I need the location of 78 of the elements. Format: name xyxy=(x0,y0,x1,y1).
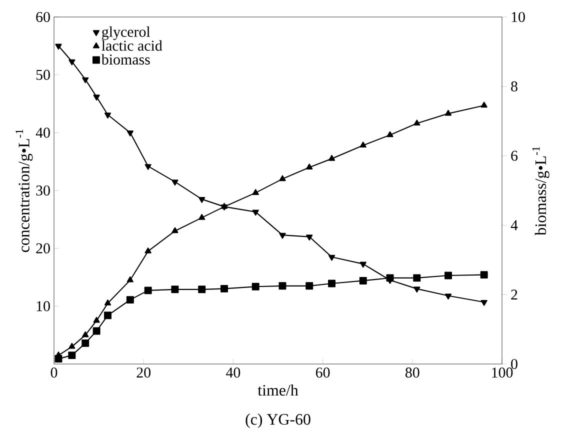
point xyxy=(413,274,421,282)
point xyxy=(444,110,452,116)
point xyxy=(172,180,178,186)
point xyxy=(220,284,228,292)
text: (c) YG-60 xyxy=(246,414,310,428)
x-tick-label: 40 xyxy=(226,368,240,378)
point xyxy=(279,232,286,239)
point xyxy=(82,339,90,347)
point xyxy=(68,352,76,360)
x-axis-title: time/h xyxy=(258,384,298,396)
y-tick-label: 10 xyxy=(36,301,50,312)
point xyxy=(360,142,366,148)
x-tick-label: 20 xyxy=(136,368,151,378)
point xyxy=(278,282,286,290)
point xyxy=(144,247,152,254)
y2-tick-label: 6 xyxy=(511,150,518,161)
point xyxy=(252,210,259,216)
point xyxy=(328,280,336,288)
legend-label: lactic acid xyxy=(102,40,162,51)
point xyxy=(82,77,89,84)
point xyxy=(93,316,100,323)
point xyxy=(480,102,488,108)
point xyxy=(144,286,152,294)
point xyxy=(54,355,62,363)
point xyxy=(126,130,134,136)
x-tick-label: 100 xyxy=(492,368,513,378)
x-tick-label: 60 xyxy=(316,368,330,378)
point xyxy=(126,296,134,304)
point xyxy=(306,164,313,170)
legend-label: biomass xyxy=(101,54,150,65)
x-tick-label: 80 xyxy=(405,368,420,378)
point xyxy=(252,189,259,195)
point xyxy=(171,286,179,294)
point xyxy=(480,300,488,306)
legend-label: glycerol xyxy=(102,26,150,40)
y-axis-title: concentration/g•L$^{-1}$ xyxy=(16,130,33,252)
point xyxy=(82,331,89,338)
point xyxy=(252,282,260,290)
point xyxy=(414,120,420,126)
y2-tick-label: 8 xyxy=(511,81,518,92)
point xyxy=(126,276,134,282)
y2-axis-title: biomass/g•L$^{-1}$ xyxy=(532,146,550,236)
y2-tick-label: 2 xyxy=(511,290,518,300)
point xyxy=(328,254,336,261)
point xyxy=(444,294,452,300)
point xyxy=(359,276,367,284)
point xyxy=(480,271,488,279)
y2-tick-label: 4 xyxy=(510,220,518,230)
y-tick-label: 30 xyxy=(36,185,50,196)
point xyxy=(144,164,152,170)
point xyxy=(198,286,206,294)
point xyxy=(104,300,112,306)
point xyxy=(172,227,178,234)
point xyxy=(68,59,76,66)
point xyxy=(386,131,394,138)
point xyxy=(444,272,452,280)
point xyxy=(306,234,313,241)
point xyxy=(360,262,366,268)
y-tick-label: 20 xyxy=(36,243,50,254)
point xyxy=(198,197,206,203)
point xyxy=(55,44,62,50)
y2-tick-label: 0 xyxy=(511,358,518,370)
point xyxy=(306,282,314,290)
point xyxy=(68,342,76,349)
point xyxy=(104,312,112,320)
y-tick-label: 60 xyxy=(36,12,50,22)
point xyxy=(93,94,100,101)
point xyxy=(92,327,100,335)
y2-tick-label: 10 xyxy=(512,12,525,22)
point xyxy=(279,175,286,182)
y-tick-label: 50 xyxy=(36,70,50,80)
point xyxy=(386,274,394,282)
point xyxy=(198,214,206,220)
point xyxy=(414,286,420,293)
y-tick-label: 40 xyxy=(36,128,50,138)
point xyxy=(328,154,336,161)
point xyxy=(104,112,112,118)
x-tick-label: 0 xyxy=(50,368,58,378)
